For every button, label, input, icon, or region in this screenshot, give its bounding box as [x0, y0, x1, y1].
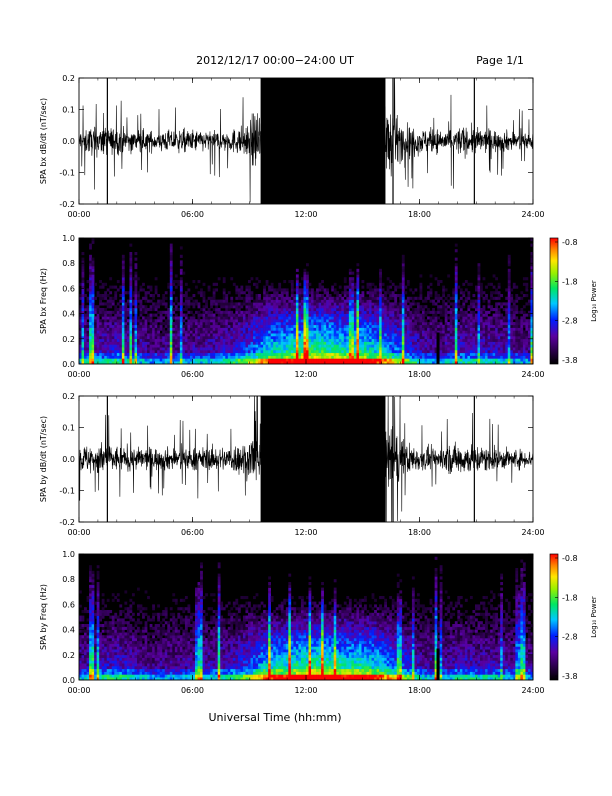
y-tick-label: 0.1: [62, 106, 75, 115]
y-tick-label: 0.2: [62, 335, 75, 344]
colorbar-tick-label: -0.8: [562, 238, 578, 247]
x-tick-label: 06:00: [181, 686, 204, 695]
x-tick-label: 18:00: [408, 528, 431, 537]
colorbar-tick-label: -1.8: [562, 593, 578, 602]
x-tick-label: 12:00: [294, 370, 317, 379]
data-gap: [437, 333, 440, 365]
saturated-region: [261, 396, 386, 522]
y-tick-label: -0.1: [59, 169, 75, 178]
colorbar-label: Log₁₀ Power: [590, 596, 598, 638]
panel-bx-spectrogram: 00:00 06:00 12:00 18:00 24:00 1.0 0.8 0.6 0.4 0.2…: [39, 234, 545, 379]
y-tick-label: 0.0: [62, 360, 75, 369]
y-tick-label: 1.0: [62, 550, 75, 559]
x-axis-title: Universal Time (hh:mm): [209, 711, 342, 724]
colorbar-tick-label: -2.8: [562, 633, 578, 642]
x-tick-label: 00:00: [67, 210, 90, 219]
x-tick-label: 06:00: [181, 528, 204, 537]
x-tick-label: 24:00: [521, 370, 544, 379]
y-axis-label: SPA bx Freq (Hz): [39, 268, 48, 334]
colorbar-tick-label: -3.8: [562, 672, 578, 681]
colorbar-top: -0.8 -1.8 -2.8 -3.8 Log₁₀ Power: [550, 238, 598, 365]
x-tick-label: 12:00: [294, 528, 317, 537]
colorbar-tick-label: -3.8: [562, 356, 578, 365]
panel-by-spectrogram: 00:00 06:00 12:00 18:00 24:00 1.0 0.8 0.6 0.4 0.2…: [39, 550, 545, 695]
saturated-region: [261, 78, 386, 204]
y-tick-label: 1.0: [62, 234, 75, 243]
y-tick-label: -0.1: [59, 487, 75, 496]
x-tick-label: 00:00: [67, 686, 90, 695]
colorbar-tick-label: -0.8: [562, 554, 578, 563]
x-tick-label: 06:00: [181, 210, 204, 219]
colorbar-tick-label: -1.8: [562, 277, 578, 286]
y-tick-label: 0.0: [62, 455, 75, 464]
colorbar-gradient: [550, 238, 558, 364]
y-axis-label: SPA by Freq (Hz): [39, 584, 48, 650]
y-tick-label: 0.6: [62, 284, 75, 293]
y-axis-label: SPA by dB/dt (nT/sec): [39, 416, 48, 502]
x-tick-label: 18:00: [408, 686, 431, 695]
y-axis-label: SPA bx dB/dt (nT/sec): [39, 98, 48, 184]
colorbar-bottom: -0.8 -1.8 -2.8 -3.8 Log₁₀ Power: [550, 554, 598, 681]
y-tick-label: 0.4: [62, 626, 75, 635]
x-tick-label: 18:00: [408, 370, 431, 379]
x-tick-label: 00:00: [67, 528, 90, 537]
colorbar-gradient: [550, 554, 558, 680]
data-gap: [437, 649, 440, 681]
y-tick-label: 0.0: [62, 676, 75, 685]
y-tick-label: 0.2: [62, 392, 75, 401]
y-tick-label: 0.6: [62, 600, 75, 609]
y-tick-label: -0.2: [59, 200, 75, 209]
colorbar-tick-label: -2.8: [562, 317, 578, 326]
y-tick-label: -0.2: [59, 518, 75, 527]
x-tick-label: 24:00: [521, 210, 544, 219]
y-tick-label: 0.8: [62, 575, 75, 584]
x-tick-label: 12:00: [294, 686, 317, 695]
x-tick-label: 06:00: [181, 370, 204, 379]
y-tick-label: 0.8: [62, 259, 75, 268]
x-tick-label: 18:00: [408, 210, 431, 219]
y-tick-label: 0.2: [62, 74, 75, 83]
y-tick-label: 0.4: [62, 310, 75, 319]
x-tick-label: 24:00: [521, 528, 544, 537]
x-tick-label: 00:00: [67, 370, 90, 379]
x-tick-label: 24:00: [521, 686, 544, 695]
y-tick-label: 0.0: [62, 137, 75, 146]
x-tick-label: 12:00: [294, 210, 317, 219]
y-tick-label: 0.1: [62, 424, 75, 433]
y-tick-label: 0.2: [62, 651, 75, 660]
panel-bx-waveform: 00:00 06:00 12:00 18:00 24:00 0.2 0.1 0.0 -0.1 -0…: [39, 35, 545, 265]
page-title: 2012/12/17 00:00−24:00 UT: [196, 54, 354, 67]
colorbar-label: Log₁₀ Power: [590, 280, 598, 322]
panel-by-waveform: 00:00 06:00 12:00 18:00 24:00 0.2 0.1 0.0 -0.1 -0…: [39, 343, 545, 582]
page-number: Page 1/1: [476, 54, 524, 67]
